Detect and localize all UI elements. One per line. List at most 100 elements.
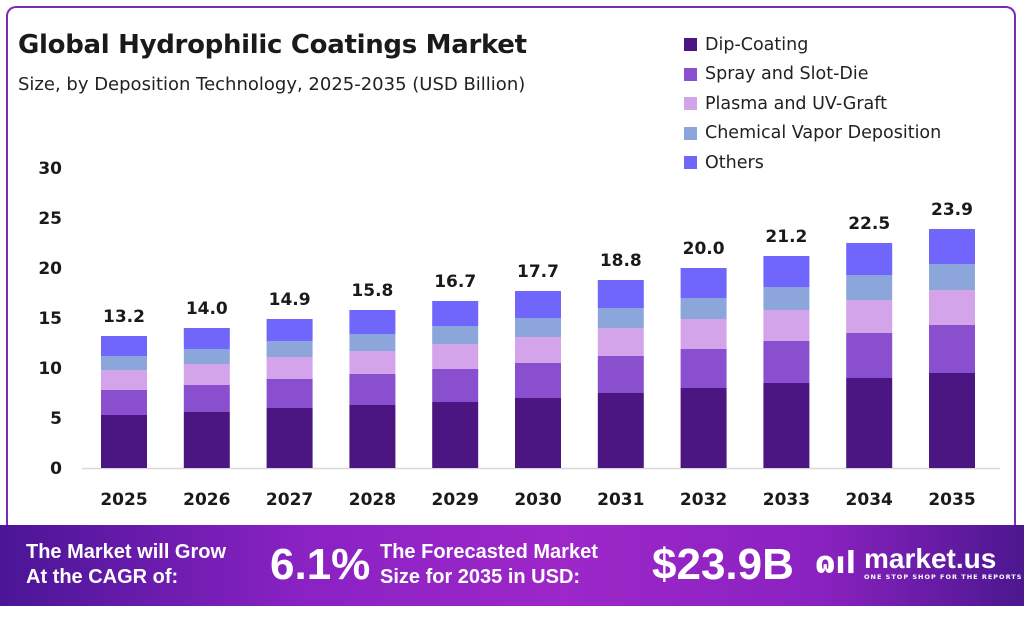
legend-label: Dip-Coating xyxy=(705,34,809,55)
legend-swatch xyxy=(684,126,697,140)
bar-segment-spray-and-slot-die xyxy=(846,333,893,378)
bar-segment-plasma-and-uv-graft xyxy=(680,319,727,349)
bar-segment-dip-coating xyxy=(763,383,810,468)
bar-total-label: 15.8 xyxy=(351,281,393,301)
bar-segment-plasma-and-uv-graft xyxy=(929,290,975,325)
x-tick-label: 2028 xyxy=(349,490,396,510)
bar-segment-others xyxy=(101,336,147,356)
bar-total-label: 22.5 xyxy=(848,214,890,234)
bar-segment-plasma-and-uv-graft xyxy=(515,337,561,363)
legend-item-cvd: Chemical Vapor Deposition xyxy=(684,119,941,149)
y-tick-label: 10 xyxy=(38,359,62,379)
bar-segment-chemical-vapor-deposition xyxy=(266,341,313,357)
bar-total-label: 16.7 xyxy=(434,272,476,292)
bar-total-label: 18.8 xyxy=(600,251,642,271)
legend-swatch xyxy=(684,97,697,111)
x-tick-label: 2026 xyxy=(183,490,230,510)
bar-segment-plasma-and-uv-graft xyxy=(101,370,147,390)
bar-segment-chemical-vapor-deposition xyxy=(597,308,644,328)
forecast-label-line2: Size for 2035 in USD: xyxy=(380,566,581,588)
x-tick-label: 2027 xyxy=(266,490,313,510)
bar-total-label: 14.0 xyxy=(186,299,228,319)
bar-segment-chemical-vapor-deposition xyxy=(680,298,727,319)
footer-banner: The Market will Grow At the CAGR of: 6.1%… xyxy=(0,525,1024,606)
y-tick-label: 20 xyxy=(38,259,62,279)
x-tick-label: 2030 xyxy=(514,490,561,510)
bar-segment-plasma-and-uv-graft xyxy=(597,328,644,356)
bar-total-label: 13.2 xyxy=(103,307,145,327)
y-tick-label: 30 xyxy=(38,159,62,179)
legend-item-dip-coating: Dip-Coating xyxy=(684,30,941,60)
bar-segment-others xyxy=(597,280,644,308)
bar-segment-spray-and-slot-die xyxy=(763,341,810,383)
bar-segment-dip-coating xyxy=(432,402,479,468)
logo-name: market.us xyxy=(864,543,997,574)
bar-segment-spray-and-slot-die xyxy=(349,374,396,405)
y-tick-label: 15 xyxy=(38,309,62,329)
bar-segment-plasma-and-uv-graft xyxy=(846,300,893,333)
legend-label: Chemical Vapor Deposition xyxy=(705,123,942,144)
y-tick-label: 5 xyxy=(50,409,62,429)
bar-total-label: 17.7 xyxy=(517,262,559,282)
bar-segment-spray-and-slot-die xyxy=(515,363,561,398)
bar-segment-spray-and-slot-die xyxy=(929,325,975,373)
legend-item-others: Others xyxy=(684,148,941,178)
bar-total-label: 14.9 xyxy=(269,290,311,310)
legend-label: Plasma and UV-Graft xyxy=(705,93,887,114)
bar-segment-chemical-vapor-deposition xyxy=(101,356,147,370)
x-tick-label: 2034 xyxy=(846,490,893,510)
bar-segment-others xyxy=(183,328,230,349)
bar-segment-plasma-and-uv-graft xyxy=(763,310,810,341)
legend-item-plasma-uv-graft: Plasma and UV-Graft xyxy=(684,89,941,119)
bar-segment-others xyxy=(432,301,479,326)
logo-icon: ɷıl xyxy=(815,545,857,581)
cagr-value: 6.1% xyxy=(270,540,371,589)
legend-swatch xyxy=(684,67,697,81)
bar-total-label: 20.0 xyxy=(683,239,725,259)
x-tick-label: 2032 xyxy=(680,490,727,510)
bar-segment-dip-coating xyxy=(515,398,561,468)
bar-segment-dip-coating xyxy=(846,378,893,468)
bar-segment-dip-coating xyxy=(266,408,313,468)
chart-title: Global Hydrophilic Coatings Market xyxy=(18,30,527,60)
bar-segment-dip-coating xyxy=(101,415,147,468)
bar-segment-others xyxy=(680,268,727,298)
bar-segment-others xyxy=(929,229,975,264)
cagr-label: The Market will Grow At the CAGR of: xyxy=(26,540,226,590)
bar-segment-chemical-vapor-deposition xyxy=(846,275,893,300)
bar-total-label: 21.2 xyxy=(765,227,807,247)
x-tick-label: 2029 xyxy=(432,490,479,510)
legend-swatch xyxy=(684,156,697,170)
market-us-logo: ɷıl market.us ONE STOP SHOP FOR THE REPO… xyxy=(815,543,1023,582)
bar-segment-dip-coating xyxy=(597,393,644,468)
bar-segment-dip-coating xyxy=(349,405,396,468)
bar-segment-spray-and-slot-die xyxy=(597,356,644,393)
legend-swatch xyxy=(684,38,697,52)
bar-segment-dip-coating xyxy=(929,373,975,468)
forecast-label: The Forecasted Market Size for 2035 in US… xyxy=(380,540,598,590)
x-tick-label: 2031 xyxy=(597,490,644,510)
bar-segment-spray-and-slot-die xyxy=(432,369,479,402)
y-tick-label: 0 xyxy=(50,459,62,479)
bar-segment-others xyxy=(515,291,561,318)
cagr-label-line1: The Market will Grow xyxy=(26,541,227,563)
stacked-bar-chart: 05101520253013.2202514.0202614.9202715.8… xyxy=(38,159,1000,510)
x-tick-label: 2033 xyxy=(763,490,810,510)
bar-segment-spray-and-slot-die xyxy=(183,385,230,412)
bar-segment-chemical-vapor-deposition xyxy=(763,287,810,310)
logo-tagline: ONE STOP SHOP FOR THE REPORTS xyxy=(864,573,1023,581)
bar-segment-chemical-vapor-deposition xyxy=(515,318,561,337)
bar-segment-plasma-and-uv-graft xyxy=(183,364,230,385)
bar-segment-chemical-vapor-deposition xyxy=(183,349,230,364)
bar-segment-plasma-and-uv-graft xyxy=(349,351,396,374)
bar-segment-chemical-vapor-deposition xyxy=(432,326,479,344)
bar-segment-plasma-and-uv-graft xyxy=(266,357,313,379)
legend-label: Spray and Slot-Die xyxy=(705,64,869,85)
bar-segment-others xyxy=(846,243,893,275)
bar-segment-chemical-vapor-deposition xyxy=(349,334,396,351)
cagr-label-line2: At the CAGR of: xyxy=(26,566,179,588)
bar-segment-others xyxy=(266,319,313,341)
bar-segment-plasma-and-uv-graft xyxy=(432,344,479,369)
bar-segment-spray-and-slot-die xyxy=(266,379,313,408)
bar-segment-spray-and-slot-die xyxy=(680,349,727,388)
